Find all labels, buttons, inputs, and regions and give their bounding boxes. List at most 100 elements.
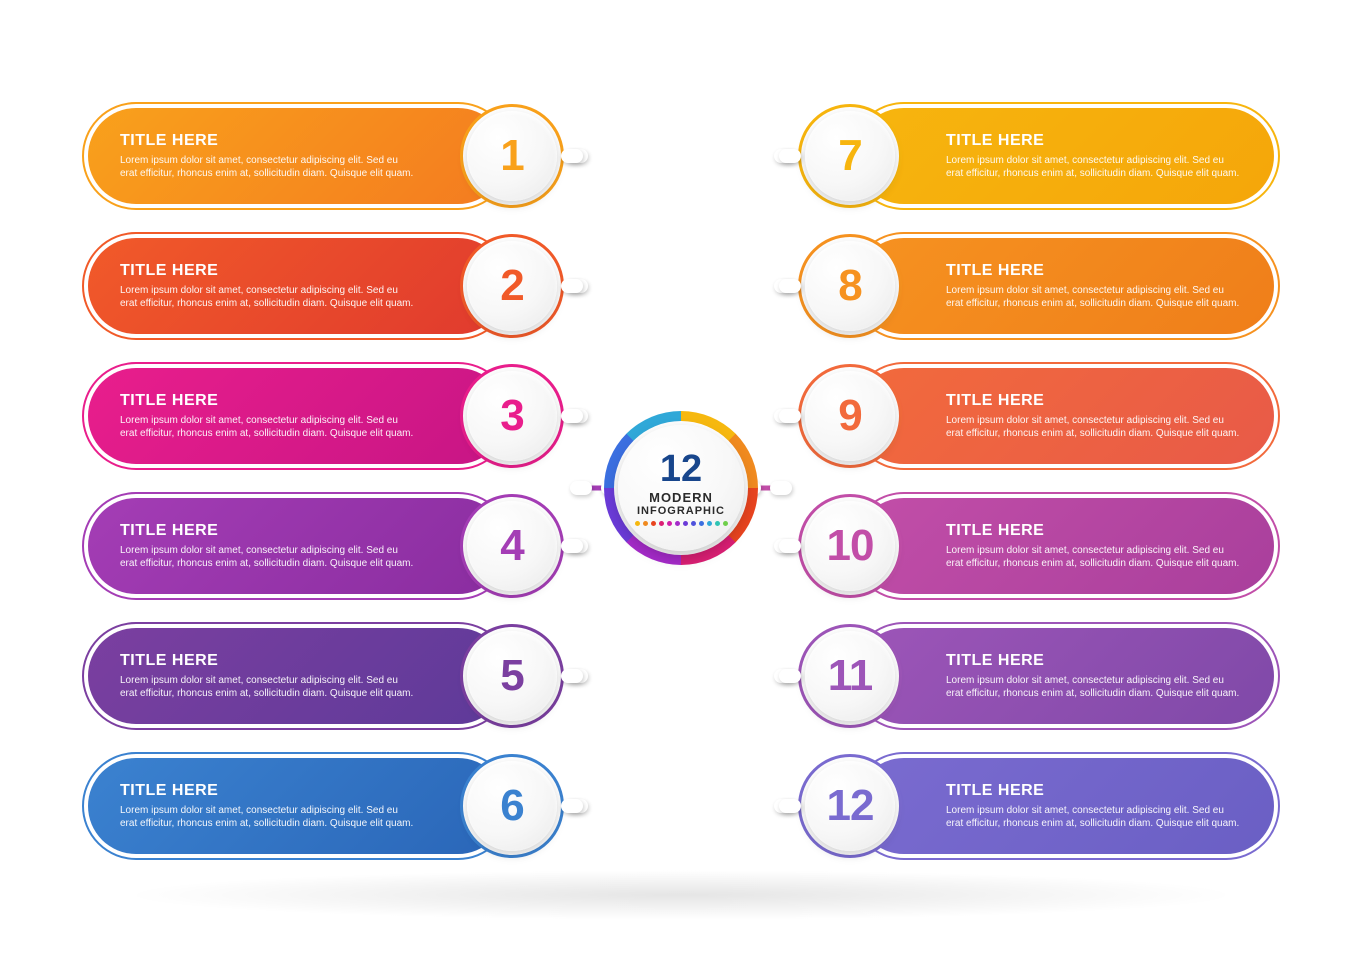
step-body: Lorem ipsum dolor sit amet, consectetur … [120,154,416,181]
step-body: Lorem ipsum dolor sit amet, consectetur … [120,674,416,701]
pill-fill: TITLE HERE Lorem ipsum dolor sit amet, co… [88,368,506,464]
step-7: TITLE HERE Lorem ipsum dolor sit amet, co… [850,102,1280,210]
step-10: TITLE HERE Lorem ipsum dolor sit amet, co… [850,492,1280,600]
connector-bean [779,279,801,293]
step-number-badge: 7 [798,104,902,208]
step-title: TITLE HERE [946,652,1242,670]
step-title: TITLE HERE [120,782,416,800]
badge-disc: 7 [805,111,895,201]
step-body: Lorem ipsum dolor sit amet, consectetur … [946,674,1242,701]
badge-disc: 12 [805,761,895,851]
infographic-stage: TITLE HERE Lorem ipsum dolor sit amet, co… [0,0,1362,980]
step-number-badge: 1 [460,104,564,208]
badge-disc: 2 [467,241,557,331]
step-number-badge: 8 [798,234,902,338]
connector-bean [561,279,583,293]
step-body: Lorem ipsum dolor sit amet, consectetur … [946,804,1242,831]
step-number-badge: 2 [460,234,564,338]
step-title: TITLE HERE [120,522,416,540]
step-number: 6 [500,781,523,831]
pill-fill: TITLE HERE Lorem ipsum dolor sit amet, co… [856,628,1274,724]
step-number-badge: 10 [798,494,902,598]
step-title: TITLE HERE [946,782,1242,800]
badge-disc: 9 [805,371,895,461]
center-hub: 12 MODERN INFOGRAPHIC [604,411,758,565]
badge-disc: 10 [805,501,895,591]
step-number-badge: 4 [460,494,564,598]
badge-disc: 4 [467,501,557,591]
pill-fill: TITLE HERE Lorem ipsum dolor sit amet, co… [88,238,506,334]
step-number-badge: 9 [798,364,902,468]
step-number-badge: 5 [460,624,564,728]
pill-fill: TITLE HERE Lorem ipsum dolor sit amet, co… [88,758,506,854]
step-title: TITLE HERE [120,262,416,280]
step-title: TITLE HERE [946,392,1242,410]
pill-fill: TITLE HERE Lorem ipsum dolor sit amet, co… [856,498,1274,594]
step-number-badge: 3 [460,364,564,468]
step-number: 1 [500,131,523,181]
connector-bean [779,539,801,553]
pill-fill: TITLE HERE Lorem ipsum dolor sit amet, co… [856,108,1274,204]
connector-bean [779,669,801,683]
step-body: Lorem ipsum dolor sit amet, consectetur … [120,414,416,441]
step-title: TITLE HERE [120,392,416,410]
hub-line1: MODERN [649,490,713,505]
step-body: Lorem ipsum dolor sit amet, consectetur … [120,804,416,831]
hub-number: 12 [660,450,702,488]
step-number: 3 [500,391,523,441]
step-2: TITLE HERE Lorem ipsum dolor sit amet, co… [82,232,512,340]
step-number-badge: 11 [798,624,902,728]
hub-inner: 12 MODERN INFOGRAPHIC [618,425,744,551]
step-number: 9 [838,391,861,441]
step-title: TITLE HERE [946,132,1242,150]
step-number: 7 [838,131,861,181]
step-title: TITLE HERE [946,262,1242,280]
step-title: TITLE HERE [120,652,416,670]
step-number: 2 [500,261,523,311]
step-8: TITLE HERE Lorem ipsum dolor sit amet, co… [850,232,1280,340]
connector-bean [561,669,583,683]
pill-fill: TITLE HERE Lorem ipsum dolor sit amet, co… [88,498,506,594]
connector-bean [779,799,801,813]
step-body: Lorem ipsum dolor sit amet, consectetur … [120,544,416,571]
step-body: Lorem ipsum dolor sit amet, consectetur … [946,414,1242,441]
step-9: TITLE HERE Lorem ipsum dolor sit amet, co… [850,362,1280,470]
pill-fill: TITLE HERE Lorem ipsum dolor sit amet, co… [856,758,1274,854]
badge-disc: 8 [805,241,895,331]
step-number: 12 [827,781,874,831]
floor-shadow [120,870,1242,920]
badge-disc: 6 [467,761,557,851]
step-3: TITLE HERE Lorem ipsum dolor sit amet, co… [82,362,512,470]
step-6: TITLE HERE Lorem ipsum dolor sit amet, co… [82,752,512,860]
badge-disc: 11 [805,631,895,721]
hub-line2: INFOGRAPHIC [637,505,725,517]
connector-bean [561,799,583,813]
badge-disc: 3 [467,371,557,461]
badge-disc: 1 [467,111,557,201]
pill-fill: TITLE HERE Lorem ipsum dolor sit amet, co… [88,628,506,724]
connector-bean [561,149,583,163]
step-5: TITLE HERE Lorem ipsum dolor sit amet, co… [82,622,512,730]
connector-bean [779,149,801,163]
connector-bean [570,481,592,495]
step-body: Lorem ipsum dolor sit amet, consectetur … [946,284,1242,311]
step-number-badge: 6 [460,754,564,858]
step-12: TITLE HERE Lorem ipsum dolor sit amet, co… [850,752,1280,860]
step-number: 10 [827,521,874,571]
step-title: TITLE HERE [946,522,1242,540]
step-number: 4 [500,521,523,571]
step-title: TITLE HERE [120,132,416,150]
badge-disc: 5 [467,631,557,721]
step-number: 5 [500,651,523,701]
pill-fill: TITLE HERE Lorem ipsum dolor sit amet, co… [856,238,1274,334]
connector-bean [770,481,792,495]
step-4: TITLE HERE Lorem ipsum dolor sit amet, co… [82,492,512,600]
connector-bean [779,409,801,423]
step-body: Lorem ipsum dolor sit amet, consectetur … [946,544,1242,571]
connector-bean [561,409,583,423]
step-11: TITLE HERE Lorem ipsum dolor sit amet, co… [850,622,1280,730]
step-body: Lorem ipsum dolor sit amet, consectetur … [120,284,416,311]
connector-bean [561,539,583,553]
step-body: Lorem ipsum dolor sit amet, consectetur … [946,154,1242,181]
step-1: TITLE HERE Lorem ipsum dolor sit amet, co… [82,102,512,210]
